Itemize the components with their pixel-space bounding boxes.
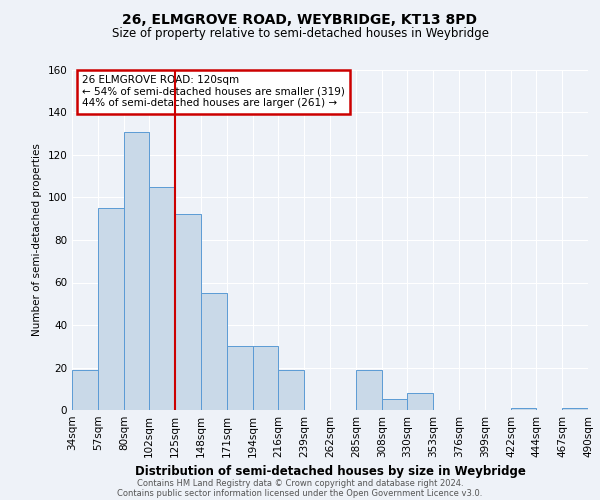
Bar [175, 214, 201, 410]
Bar [253, 346, 278, 410]
Bar [201, 293, 227, 410]
Bar [511, 408, 536, 410]
Text: 26 ELMGROVE ROAD: 120sqm
← 54% of semi-detached houses are smaller (319)
44% of : 26 ELMGROVE ROAD: 120sqm ← 54% of semi-d… [82, 75, 345, 108]
Bar [382, 400, 407, 410]
Text: Contains HM Land Registry data © Crown copyright and database right 2024.: Contains HM Land Registry data © Crown c… [137, 478, 463, 488]
Bar [356, 370, 382, 410]
Text: Contains public sector information licensed under the Open Government Licence v3: Contains public sector information licen… [118, 488, 482, 498]
Bar [149, 187, 175, 410]
X-axis label: Distribution of semi-detached houses by size in Weybridge: Distribution of semi-detached houses by … [134, 466, 526, 478]
Bar [278, 370, 304, 410]
Bar [407, 393, 433, 410]
Bar [72, 370, 98, 410]
Bar [562, 408, 588, 410]
Text: 26, ELMGROVE ROAD, WEYBRIDGE, KT13 8PD: 26, ELMGROVE ROAD, WEYBRIDGE, KT13 8PD [122, 12, 478, 26]
Text: Size of property relative to semi-detached houses in Weybridge: Size of property relative to semi-detach… [112, 28, 488, 40]
Bar [124, 132, 149, 410]
Bar [227, 346, 253, 410]
Bar [98, 208, 124, 410]
Y-axis label: Number of semi-detached properties: Number of semi-detached properties [32, 144, 42, 336]
